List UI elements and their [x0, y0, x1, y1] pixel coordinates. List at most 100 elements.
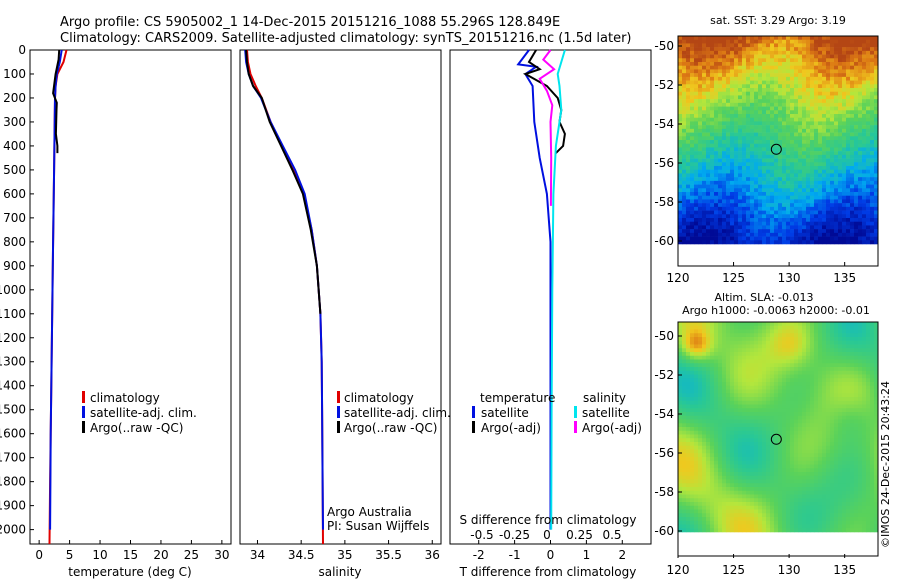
sla-cell: [706, 487, 711, 492]
sla-cell: [802, 348, 807, 353]
sst-cell: [706, 106, 711, 111]
sst-cell: [698, 62, 703, 67]
sst-cell: [814, 147, 819, 152]
sst-cell: [678, 88, 683, 93]
lon-tick-label: 130: [778, 271, 801, 285]
sla-cell: [774, 348, 779, 353]
sla-cell: [714, 382, 719, 387]
sst-cell: [874, 188, 879, 193]
sst-cell: [834, 114, 839, 119]
sla-cell: [774, 524, 779, 529]
sst-cell: [870, 47, 875, 52]
sla-cell: [822, 367, 827, 372]
sla-cell: [742, 382, 747, 387]
sla-cell: [750, 434, 755, 439]
sst-cell: [862, 114, 867, 119]
sst-cell: [694, 166, 699, 171]
sst-cell: [698, 236, 703, 241]
sst-cell: [734, 58, 739, 63]
sst-cell: [738, 84, 743, 89]
sla-cell: [810, 475, 815, 480]
sst-cell: [778, 125, 783, 130]
sla-cell: [806, 382, 811, 387]
sst-cell: [858, 39, 863, 44]
sla-cell: [786, 370, 791, 375]
sst-cell: [750, 84, 755, 89]
sst-cell: [694, 203, 699, 208]
sst-cell: [702, 177, 707, 182]
sla-cell: [774, 337, 779, 342]
sst-cell: [690, 184, 695, 189]
sst-cell: [766, 232, 771, 237]
sla-cell: [790, 408, 795, 413]
sla-cell: [726, 427, 731, 432]
sla-cell: [706, 472, 711, 477]
sst-cell: [754, 218, 759, 223]
sst-cell: [830, 54, 835, 59]
sst-cell: [686, 240, 691, 245]
sla-cell: [786, 378, 791, 383]
sst-cell: [726, 80, 731, 85]
sst-cell: [782, 91, 787, 96]
sla-cell: [794, 412, 799, 417]
sst-cell: [738, 121, 743, 126]
sst-cell: [798, 84, 803, 89]
sla-cell: [742, 363, 747, 368]
sla-cell: [742, 359, 747, 364]
sst-cell: [838, 106, 843, 111]
sla-cell: [726, 359, 731, 364]
sst-cell: [746, 143, 751, 148]
sst-cell: [726, 210, 731, 215]
sst-cell: [742, 117, 747, 122]
sst-cell: [850, 240, 855, 245]
sla-cell: [762, 490, 767, 495]
sla-cell: [806, 487, 811, 492]
sst-cell: [826, 69, 831, 74]
sla-cell: [814, 528, 819, 533]
sst-cell: [742, 210, 747, 215]
sst-cell: [870, 221, 875, 226]
sst-cell: [834, 225, 839, 230]
sst-cell: [690, 80, 695, 85]
sst-cell: [754, 80, 759, 85]
sla-cell: [710, 505, 715, 510]
sst-cell: [694, 143, 699, 148]
sst-cell: [842, 80, 847, 85]
sst-cell: [754, 192, 759, 197]
sla-cell: [690, 408, 695, 413]
sst-cell: [814, 76, 819, 81]
sla-cell: [806, 359, 811, 364]
s-diff-tick-label: 0.25: [566, 528, 593, 542]
sla-cell: [678, 509, 683, 514]
sst-cell: [750, 206, 755, 211]
sst-cell: [682, 106, 687, 111]
sla-cell: [702, 438, 707, 443]
sst-cell: [790, 195, 795, 200]
sst-cell: [750, 195, 755, 200]
legend-salinity-title: salinity: [583, 391, 626, 405]
sst-cell: [770, 76, 775, 81]
sla-cell: [682, 352, 687, 357]
sst-cell: [818, 84, 823, 89]
sst-cell: [810, 184, 815, 189]
sst-cell: [790, 143, 795, 148]
sla-cell: [682, 487, 687, 492]
sst-cell: [734, 236, 739, 241]
sla-cell: [770, 528, 775, 533]
sst-cell: [786, 136, 791, 141]
sst-cell: [694, 240, 699, 245]
sla-cell: [706, 370, 711, 375]
sst-cell: [734, 36, 739, 41]
sst-cell: [798, 184, 803, 189]
sst-cell: [774, 76, 779, 81]
sst-cell: [794, 158, 799, 163]
sst-cell: [714, 69, 719, 74]
sla-cell: [810, 374, 815, 379]
sst-cell: [782, 95, 787, 100]
sst-cell: [846, 121, 851, 126]
sla-cell: [738, 468, 743, 473]
sst-cell: [702, 236, 707, 241]
sst-cell: [838, 102, 843, 107]
sst-cell: [798, 180, 803, 185]
sst-cell: [710, 199, 715, 204]
